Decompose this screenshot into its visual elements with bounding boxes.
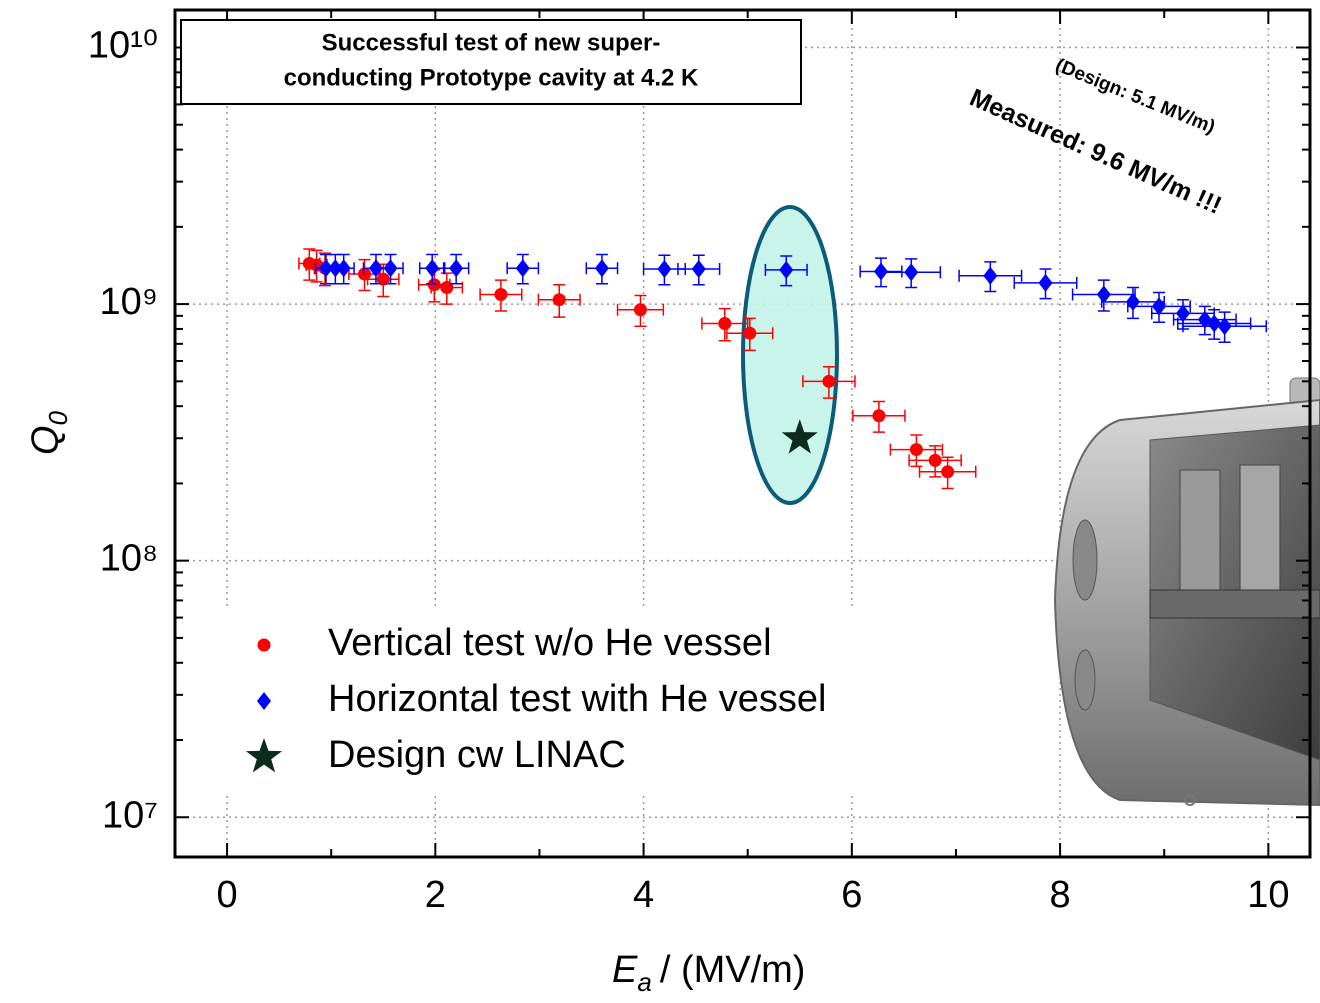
- data: [298, 248, 1268, 490]
- x-axis-subscript: a: [637, 967, 651, 997]
- title-line: Successful test of new super-: [322, 29, 661, 56]
- legend-marker: [257, 638, 271, 652]
- legend-marker: [245, 738, 283, 773]
- point: [718, 317, 732, 331]
- point: [1096, 285, 1111, 304]
- x-axis-unit: / (MV/m): [660, 949, 806, 991]
- title-line: conducting Prototype cavity at 4.2 K: [284, 64, 699, 91]
- x-axis-symbol: E: [612, 949, 638, 991]
- x-tick-label: 4: [633, 874, 654, 916]
- point: [336, 259, 351, 278]
- point: [449, 259, 464, 278]
- y-tick-label: 10⁷: [102, 794, 158, 836]
- annotation: Measured: 9.6 MV/m !!!: [966, 84, 1226, 220]
- axes: 0 2 4 6 8 10 10⁷ 10⁸ 10⁹ 10¹⁰: [88, 8, 1312, 916]
- plot-frame: [173, 8, 1312, 859]
- point: [1038, 273, 1053, 292]
- x-tick-label: 8: [1050, 874, 1071, 916]
- legend-marker: [257, 692, 271, 710]
- point: [552, 293, 566, 307]
- y-axis-label: Q0: [25, 410, 73, 455]
- title-box: [180, 19, 802, 105]
- point: [1217, 317, 1232, 336]
- point: [376, 272, 390, 286]
- point: [633, 303, 647, 317]
- point: [873, 262, 888, 281]
- point: [427, 278, 441, 292]
- point: [657, 260, 672, 279]
- point: [1207, 314, 1222, 333]
- legend-background: [195, 607, 935, 792]
- point: [1175, 304, 1190, 323]
- point: [928, 453, 942, 467]
- point: [594, 259, 609, 278]
- x-tick-label: 10: [1247, 874, 1289, 916]
- legend: Vertical test w/o He vessel Horizontal te…: [245, 622, 826, 776]
- legend-label: Design cw LINAC: [328, 734, 626, 776]
- x-tick-label: 0: [216, 874, 237, 916]
- y-tick-label: 10⁸: [100, 538, 158, 580]
- x-tick-label: 6: [841, 874, 862, 916]
- y-tick-label: 10⁹: [99, 281, 158, 323]
- point: [941, 465, 955, 479]
- point: [440, 281, 454, 295]
- point: [872, 409, 886, 423]
- highlight-ellipse: [741, 205, 839, 505]
- point: [368, 259, 383, 278]
- point: [779, 260, 794, 279]
- annotation: (Design: 5.1 MV/m): [1052, 55, 1217, 138]
- point: [909, 443, 923, 457]
- point: [781, 419, 818, 454]
- x-axis-label: Ea / (MV/m): [612, 949, 805, 997]
- y-axis-symbol: Q: [25, 425, 67, 455]
- point: [822, 374, 836, 388]
- legend-label: Vertical test w/o He vessel: [328, 622, 772, 664]
- point: [515, 259, 530, 278]
- point: [425, 259, 440, 278]
- point: [743, 326, 757, 340]
- point: [904, 263, 919, 282]
- y-tick-label: 10¹⁰: [88, 25, 158, 67]
- point: [383, 259, 398, 278]
- legend-label: Horizontal test with He vessel: [328, 678, 826, 720]
- cavity-image: [1053, 377, 1320, 807]
- point: [983, 266, 998, 285]
- x-tick-label: 2: [425, 874, 446, 916]
- y-axis-subscript: 0: [43, 410, 73, 425]
- point: [1152, 297, 1167, 316]
- point: [494, 287, 508, 301]
- point: [691, 260, 706, 279]
